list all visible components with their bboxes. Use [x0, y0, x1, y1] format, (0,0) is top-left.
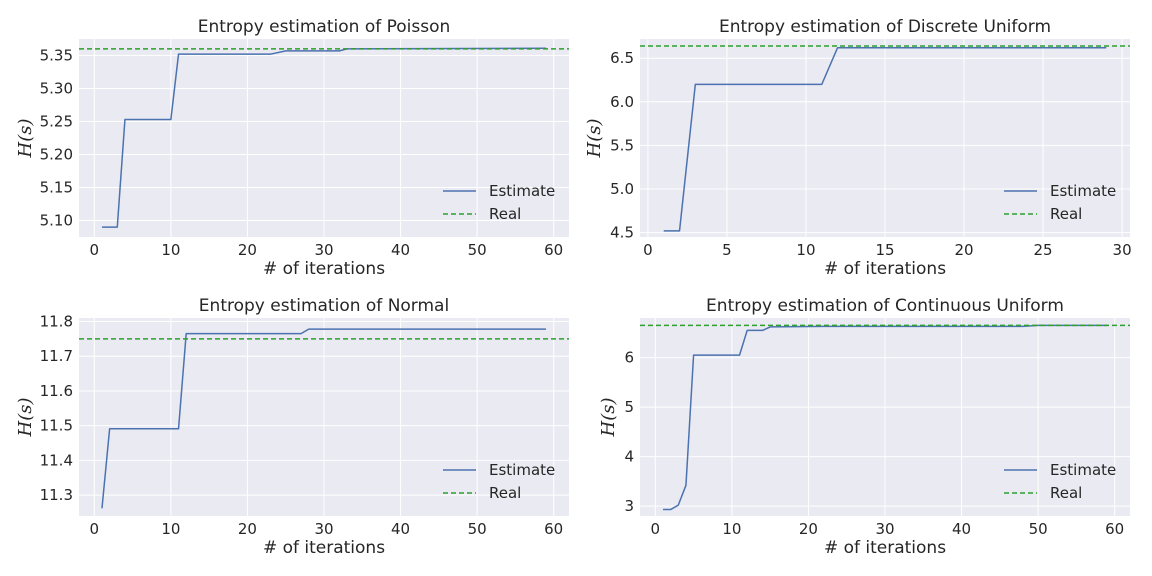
y-tick-label: 5.10	[40, 212, 73, 230]
x-tick-label: 10	[796, 241, 815, 259]
x-tick-label: 50	[468, 520, 487, 538]
y-tick-label: 11.6	[40, 382, 73, 400]
legend-label-real: Real	[1050, 484, 1082, 502]
legend: Estimate Real	[443, 461, 555, 502]
y-tick-label: 4	[624, 448, 634, 466]
legend-label-estimate: Estimate	[489, 182, 555, 200]
y-tick-label: 11.7	[40, 347, 73, 365]
x-tick-label: 40	[391, 241, 410, 259]
chart-panel-2: 0 5 10 15 20 25 30 4.5 5.0 5.5 6.0 6.5 Entropy estim…	[584, 17, 1132, 279]
x-axis-label: # of iterations	[824, 259, 946, 279]
x-tick-label: 30	[314, 520, 333, 538]
y-tick-label: 6	[624, 349, 634, 367]
series-estimate-line	[101, 328, 547, 509]
x-tick-label: 15	[875, 241, 894, 259]
x-tick-label: 60	[544, 520, 563, 538]
y-tick-label: 5.20	[40, 146, 73, 164]
chart-panel-4: 0 10 20 30 40 50 60 3 4 5 6 Entropy estimation of C…	[598, 296, 1130, 558]
x-tick-label: 20	[238, 241, 257, 259]
x-tick-label: 60	[544, 241, 563, 259]
x-tick-label: 20	[238, 520, 257, 538]
x-tick-label: 0	[651, 520, 661, 538]
x-tick-label: 40	[952, 520, 971, 538]
x-tick-label: 10	[722, 520, 741, 538]
y-tick-label: 6.5	[610, 49, 634, 67]
x-tick-label: 60	[1105, 520, 1124, 538]
y-axis-label: H(s)	[15, 398, 36, 438]
y-axis-label: H(s)	[598, 398, 619, 438]
y-tick-label: 5.5	[610, 136, 634, 154]
y-tick-label: 11.8	[40, 312, 73, 330]
legend-label-estimate: Estimate	[1050, 461, 1116, 479]
legend-label-real: Real	[489, 484, 521, 502]
y-tick-label: 11.4	[40, 451, 73, 469]
y-tick-label: 5.25	[40, 113, 73, 131]
series-estimate-line	[101, 47, 547, 228]
x-tick-label: 5	[722, 241, 732, 259]
x-tick-label: 20	[954, 241, 973, 259]
chart-panel-3: 0 10 20 30 40 50 60 11.3 11.4 11.5 11.6 11.7 11.8 Ent…	[15, 296, 569, 558]
series-estimate-line	[662, 324, 1108, 511]
x-tick-label: 30	[1113, 241, 1132, 259]
y-tick-label: 5.0	[610, 180, 634, 198]
x-axis-label: # of iterations	[824, 538, 946, 558]
x-tick-label: 50	[1029, 520, 1048, 538]
y-tick-label: 5.35	[40, 47, 73, 65]
y-axis-label: H(s)	[584, 119, 605, 159]
x-tick-label: 30	[875, 520, 894, 538]
chart-title: Entropy estimation of Poisson	[198, 17, 451, 37]
legend-label-estimate: Estimate	[489, 461, 555, 479]
legend-label-real: Real	[489, 205, 521, 223]
legend: Estimate Real	[443, 182, 555, 223]
y-tick-label: 11.5	[40, 417, 73, 435]
chart-title: Entropy estimation of Normal	[199, 296, 449, 316]
chart-title: Entropy estimation of Discrete Uniform	[719, 17, 1051, 37]
chart-title: Entropy estimation of Continuous Uniform	[706, 296, 1064, 316]
y-tick-label: 5.15	[40, 179, 73, 197]
x-tick-label: 40	[391, 520, 410, 538]
chart-panel-1: 0 10 20 30 40 50 60 5.10 5.15 5.20 5.25 5.30 5.35 Ent…	[15, 17, 569, 279]
x-tick-label: 0	[643, 241, 653, 259]
y-tick-label: 6.0	[610, 93, 634, 111]
y-tick-label: 11.3	[40, 486, 73, 504]
x-tick-label: 0	[90, 520, 100, 538]
x-tick-label: 10	[161, 520, 180, 538]
series-estimate-line	[663, 46, 1107, 232]
y-axis-label: H(s)	[15, 119, 36, 159]
x-tick-label: 30	[314, 241, 333, 259]
y-tick-label: 4.5	[610, 224, 634, 242]
y-tick-label: 5.30	[40, 80, 73, 98]
legend: Estimate Real	[1004, 182, 1116, 223]
x-axis-label: # of iterations	[263, 259, 385, 279]
x-tick-label: 25	[1034, 241, 1053, 259]
legend-label-real: Real	[1050, 205, 1082, 223]
x-tick-label: 10	[161, 241, 180, 259]
legend: Estimate Real	[1004, 461, 1116, 502]
y-tick-label: 5	[624, 398, 634, 416]
x-tick-label: 50	[468, 241, 487, 259]
legend-label-estimate: Estimate	[1050, 182, 1116, 200]
y-tick-label: 3	[624, 497, 634, 515]
x-axis-label: # of iterations	[263, 538, 385, 558]
x-tick-label: 0	[90, 241, 100, 259]
x-tick-label: 20	[799, 520, 818, 538]
